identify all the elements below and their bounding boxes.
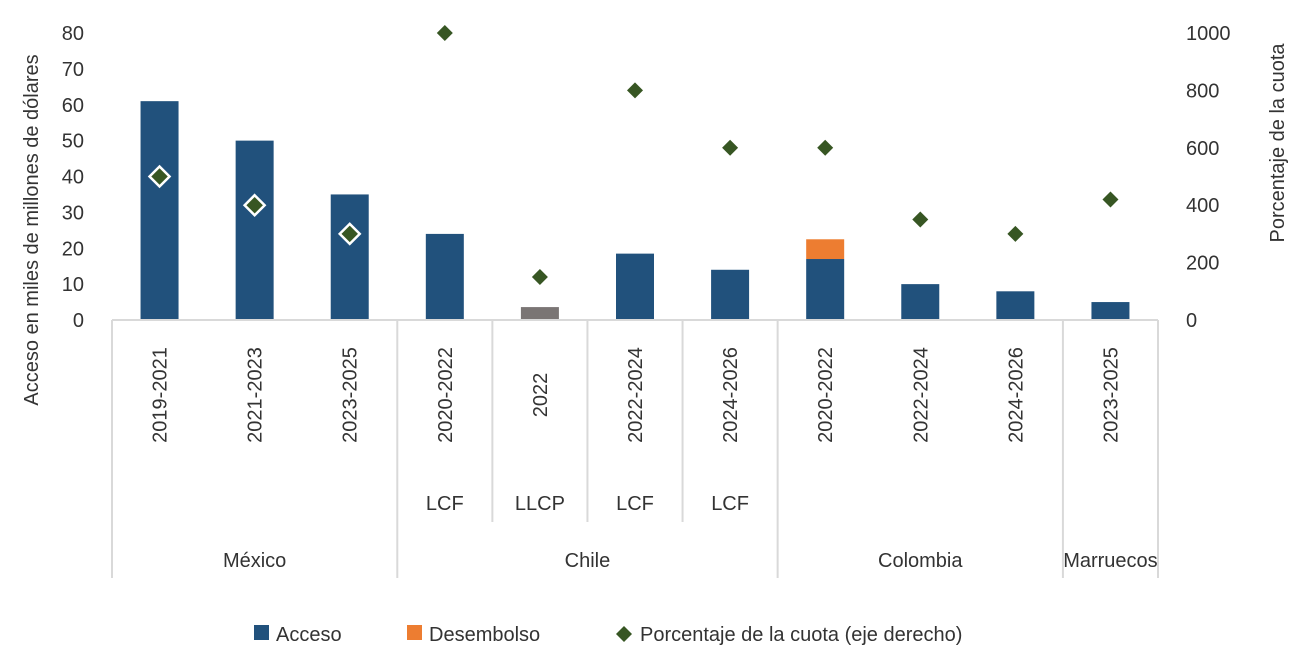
- y-tick-label: 40: [62, 167, 84, 189]
- point-porcentaje: [912, 211, 929, 228]
- y-axis-title: Acceso en miles de millones de dólares: [21, 54, 43, 405]
- y2-tick-label: 600: [1186, 138, 1219, 160]
- y-tick-label: 30: [62, 202, 84, 224]
- bar-acceso: [901, 284, 940, 320]
- x-tick-label: 2022: [530, 373, 552, 418]
- y2-tick-label: 400: [1186, 195, 1219, 217]
- point-porcentaje: [337, 222, 362, 246]
- y-tick-label: 50: [62, 131, 84, 153]
- bar-acceso: [996, 291, 1035, 320]
- x-sublabel: LCF: [616, 493, 654, 515]
- legend-swatch-desembolso: [407, 625, 422, 640]
- y-tick-label: 0: [73, 310, 84, 332]
- x-tick-label: 2021-2023: [245, 347, 267, 443]
- legend-swatch-porcentaje: [616, 626, 632, 642]
- x-tick-label: 2023-2025: [340, 347, 362, 443]
- y-tick-label: 20: [62, 238, 84, 260]
- y2-tick-label: 800: [1186, 80, 1219, 102]
- group-label: México: [223, 550, 286, 572]
- point-porcentaje: [1102, 191, 1119, 208]
- y2-tick-label: 1000: [1186, 23, 1231, 45]
- y2-tick-label: 200: [1186, 253, 1219, 275]
- point-porcentaje: [627, 82, 643, 99]
- bar-acceso: [806, 259, 845, 320]
- point-porcentaje: [147, 164, 172, 189]
- x-tick-label: 2019-2021: [150, 347, 172, 443]
- legend-label: Porcentaje de la cuota (eje derecho): [640, 624, 962, 646]
- bar-acceso: [425, 233, 464, 320]
- bar-acceso: [1091, 302, 1130, 320]
- group-label: Chile: [565, 550, 611, 572]
- bar-acceso: [330, 194, 369, 320]
- legend-label: Acceso: [276, 624, 342, 646]
- bar-desembolso: [806, 239, 845, 260]
- x-tick-label: 2022-2024: [910, 347, 932, 443]
- point-porcentaje: [817, 139, 834, 156]
- x-tick-label: 2023-2025: [1100, 347, 1122, 443]
- point-porcentaje: [531, 268, 548, 285]
- point-porcentaje: [242, 193, 267, 217]
- group-label: Colombia: [878, 550, 963, 572]
- x-tick-label: 2020-2022: [815, 347, 837, 443]
- point-porcentaje: [1007, 225, 1024, 242]
- x-tick-label: 2022-2024: [625, 347, 647, 443]
- bar-acceso: [140, 101, 179, 320]
- x-tick-label: 2024-2026: [1005, 347, 1027, 443]
- x-sublabel: LLCP: [515, 493, 565, 515]
- x-tick-label: 2020-2022: [435, 347, 457, 443]
- point-porcentaje: [436, 25, 453, 41]
- y-tick-label: 70: [62, 59, 84, 81]
- legend-swatch-acceso: [254, 625, 269, 640]
- bar-acceso: [235, 140, 274, 320]
- y-tick-label: 80: [62, 23, 84, 45]
- x-tick-label: 2024-2026: [720, 347, 742, 443]
- y2-tick-label: 0: [1186, 310, 1197, 332]
- y2-axis-title: Porcentaje de la cuota: [1267, 43, 1289, 243]
- point-porcentaje: [722, 139, 739, 156]
- group-label: Marruecos: [1063, 550, 1157, 572]
- bar-acceso: [711, 269, 750, 320]
- y-tick-label: 60: [62, 95, 84, 117]
- bar-acceso: [616, 253, 654, 320]
- legend-label: Desembolso: [429, 624, 540, 646]
- x-sublabel: LCF: [711, 493, 749, 515]
- y-tick-label: 10: [62, 274, 84, 296]
- x-sublabel: LCF: [426, 493, 464, 515]
- bar-acceso: [520, 307, 559, 320]
